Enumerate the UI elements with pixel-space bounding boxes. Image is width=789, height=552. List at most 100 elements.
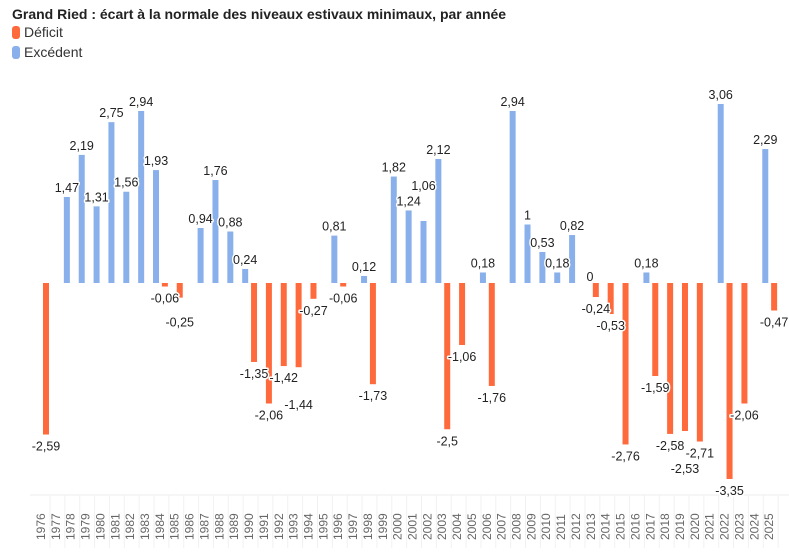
x-tick-label-2021: 2021 (703, 513, 717, 540)
bar-1976 (43, 283, 49, 435)
data-label-1985: -0,25 (165, 316, 194, 330)
data-label-1988: 0,88 (218, 216, 242, 230)
data-label-1994: -0,27 (299, 304, 328, 318)
x-tick-label-2006: 2006 (480, 513, 494, 540)
data-label-2000: 1,24 (396, 194, 420, 208)
bar-1988 (227, 231, 234, 283)
x-tick-label-2020: 2020 (688, 513, 702, 540)
data-label-2023: -2,06 (730, 409, 759, 423)
bar-1999 (390, 176, 397, 283)
data-label-2018: -2,58 (656, 439, 685, 453)
x-tick-label-1985: 1985 (168, 513, 182, 540)
bar-1984 (161, 283, 168, 287)
legend-label-excedent: Excédent (24, 44, 83, 60)
data-label-2004: -1,06 (448, 350, 477, 364)
bar-2011 (569, 235, 576, 283)
x-tick-label-2015: 2015 (614, 513, 628, 540)
x-tick-label-1982: 1982 (123, 513, 137, 540)
data-label-2019: -2,53 (671, 462, 700, 476)
x-tick-label-2005: 2005 (465, 513, 479, 540)
bars-layer (43, 103, 778, 479)
x-tick-label-1980: 1980 (93, 513, 107, 540)
bar-2001 (420, 220, 427, 283)
data-label-1981: 1,56 (114, 176, 138, 190)
data-label-2020: -2,71 (686, 447, 715, 461)
x-tick-label-1976: 1976 (34, 513, 48, 540)
data-label-1990: -1,35 (240, 367, 269, 381)
bar-1997 (361, 275, 368, 283)
data-label-1982: 2,94 (129, 95, 153, 109)
data-label-1999: 1,82 (382, 161, 406, 175)
data-label-2002: 2,12 (426, 143, 450, 157)
x-tick-label-2023: 2023 (732, 513, 746, 540)
bar-2018 (667, 283, 674, 434)
bar-1998 (369, 283, 376, 385)
data-label-1977: 1,47 (55, 181, 79, 195)
data-label-2024: 2,29 (753, 133, 777, 147)
data-label-1983: 1,93 (144, 154, 168, 168)
data-label-2022: -3,35 (715, 484, 744, 498)
x-tick-label-2011: 2011 (554, 514, 568, 540)
data-label-2013: -0,24 (582, 302, 611, 316)
x-tick-label-1978: 1978 (64, 513, 78, 540)
data-label-2014: -0,53 (596, 319, 625, 333)
bar-2000 (405, 210, 412, 283)
data-label-2017: -1,59 (641, 381, 670, 395)
x-tick-label-2010: 2010 (539, 513, 553, 540)
data-label-2009: 0,53 (530, 236, 554, 250)
x-tick-label-1983: 1983 (138, 513, 152, 540)
axis-layer: 1976 1977 1978 1979 1980 1981 1982 1983 1984 1985… (30, 494, 789, 548)
data-label-1986: 0,94 (188, 212, 212, 226)
data-label-2015: -2,76 (611, 449, 640, 463)
x-tick-label-2016: 2016 (628, 513, 642, 540)
bar-1993 (295, 283, 302, 368)
data-label-2008: 1 (524, 209, 531, 223)
bar-2015 (622, 283, 629, 445)
x-tick-label-2017: 2017 (643, 513, 657, 540)
x-tick-label-1998: 1998 (361, 513, 375, 540)
x-tick-label-1995: 1995 (316, 513, 330, 540)
x-tick-label-1993: 1993 (287, 513, 301, 540)
bar-2024 (762, 149, 769, 283)
bar-2004 (459, 283, 466, 346)
x-tick-label-1981: 1981 (108, 513, 122, 540)
x-tick-label-2022: 2022 (718, 513, 732, 540)
x-tick-label-1994: 1994 (301, 513, 315, 540)
bar-1985 (176, 283, 183, 298)
x-tick-label-1999: 1999 (376, 513, 390, 540)
data-label-1979: 1,31 (84, 190, 108, 204)
data-label-1993: -1,44 (284, 398, 313, 412)
bar-2019 (681, 283, 688, 432)
data-label-2003: -2,5 (436, 434, 458, 448)
data-label-2005: 0,18 (471, 256, 495, 270)
bar-1994 (310, 283, 317, 299)
data-label-1992: -1,42 (270, 371, 299, 385)
bar-1996 (340, 283, 347, 287)
bar-2020 (696, 283, 703, 442)
bar-1986 (197, 228, 204, 283)
bar-2016 (643, 272, 650, 283)
bar-1991 (265, 283, 272, 404)
x-tick-label-2008: 2008 (510, 513, 524, 540)
data-label-1997: 0,12 (352, 260, 376, 274)
bar-2025 (771, 283, 778, 311)
data-label-1984: -0,06 (151, 292, 180, 306)
bar-2003 (444, 283, 451, 430)
data-label-2007: 2,94 (500, 95, 524, 109)
bar-1982 (138, 111, 145, 283)
legend-label-deficit: Déficit (24, 24, 63, 40)
bar-2005 (479, 272, 486, 283)
x-tick-label-2024: 2024 (747, 513, 761, 540)
bar-1978 (78, 154, 85, 283)
x-tick-label-2019: 2019 (673, 513, 687, 540)
data-label-1989: 0,24 (233, 253, 257, 267)
bar-2008 (524, 224, 531, 283)
data-label-1998: -1,73 (359, 389, 388, 403)
x-tick-label-1979: 1979 (79, 513, 93, 540)
bar-1987 (212, 180, 219, 283)
bar-2007 (509, 111, 516, 283)
data-label-2021: 3,06 (709, 88, 733, 102)
data-label-2006: -1,76 (478, 391, 507, 405)
bar-1990 (251, 283, 258, 362)
x-tick-label-2004: 2004 (450, 513, 464, 540)
